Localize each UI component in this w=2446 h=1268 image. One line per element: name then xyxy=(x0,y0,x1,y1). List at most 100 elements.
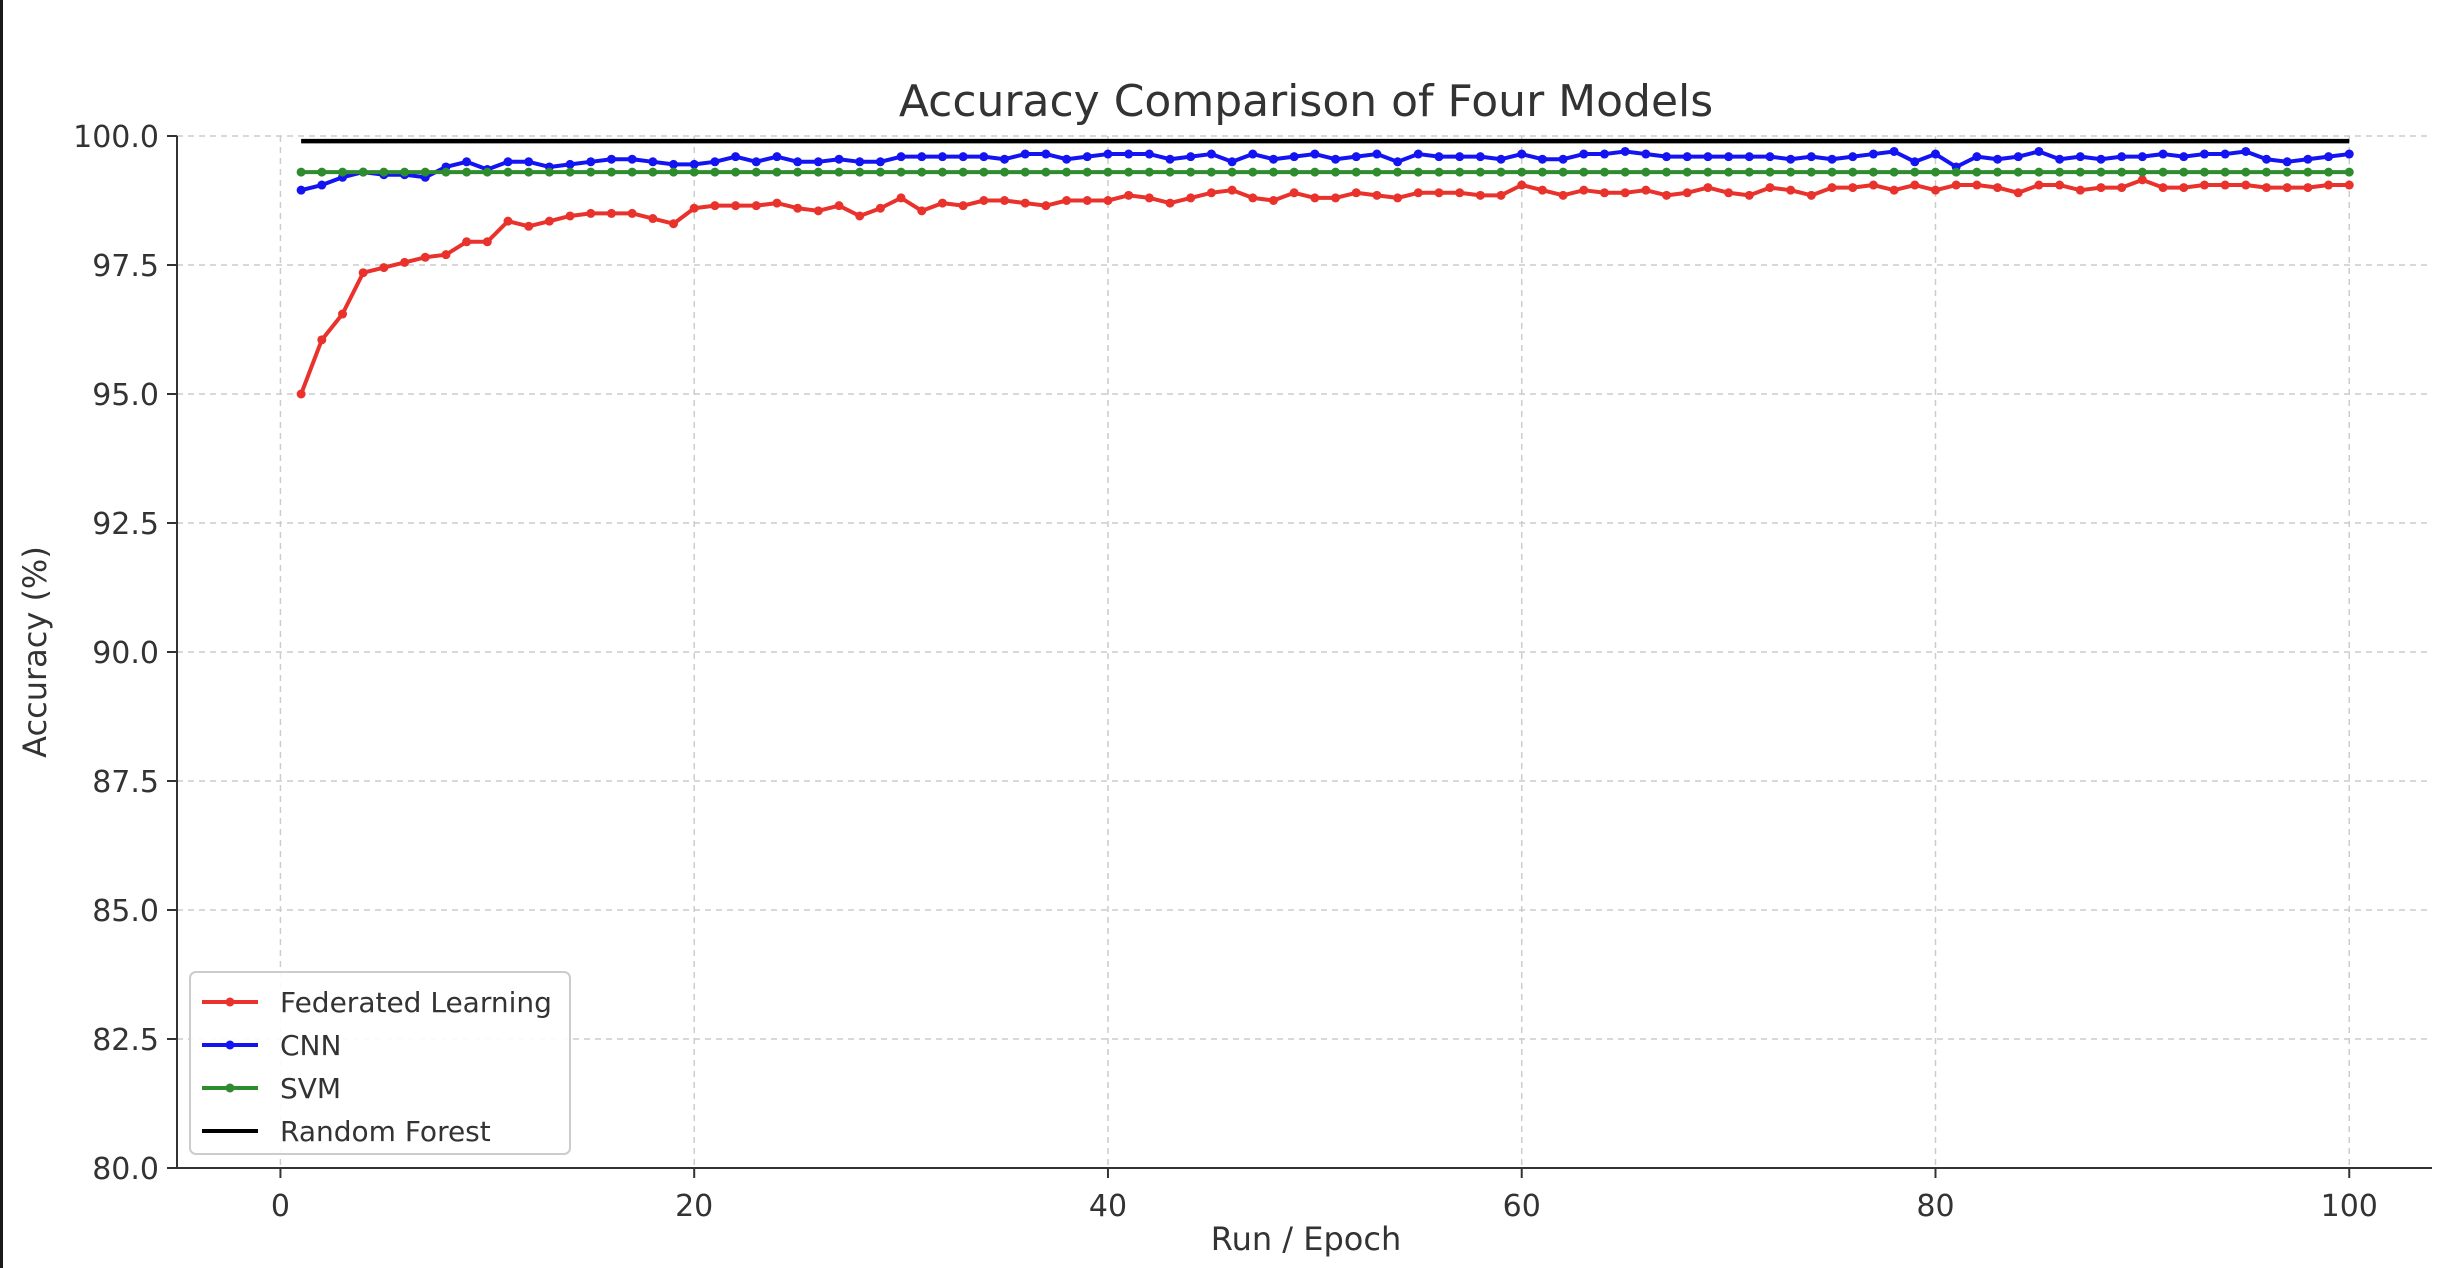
data-point xyxy=(1724,167,1734,177)
data-point xyxy=(1496,154,1506,164)
data-point xyxy=(317,167,327,177)
data-point xyxy=(1744,167,1754,177)
data-point xyxy=(400,257,410,267)
data-point xyxy=(1144,193,1154,203)
data-point xyxy=(2013,152,2023,162)
data-point xyxy=(317,180,327,190)
data-point xyxy=(358,268,368,278)
data-point xyxy=(1951,167,1961,177)
data-point xyxy=(1351,152,1361,162)
data-point xyxy=(2096,167,2106,177)
data-point xyxy=(1806,190,1816,200)
data-point xyxy=(689,167,699,177)
data-point xyxy=(979,196,989,205)
data-point xyxy=(1206,188,1216,198)
data-point xyxy=(2034,180,2044,190)
data-point xyxy=(565,211,575,221)
data-point xyxy=(2137,167,2147,177)
data-point xyxy=(1413,188,1423,198)
data-point xyxy=(1930,185,1940,195)
data-point xyxy=(1310,149,1320,159)
data-point xyxy=(1786,154,1796,164)
data-point xyxy=(1641,149,1651,159)
data-point xyxy=(2013,188,2023,198)
data-point xyxy=(1889,146,1899,156)
data-point xyxy=(420,167,430,177)
data-point xyxy=(2096,154,2106,164)
data-point xyxy=(710,157,720,167)
data-point xyxy=(1103,196,1113,205)
data-point xyxy=(2117,167,2127,177)
data-point xyxy=(1868,167,1878,177)
data-point xyxy=(2117,183,2127,193)
y-tick-label: 90.0 xyxy=(92,636,159,671)
data-point xyxy=(1289,167,1299,177)
data-point xyxy=(2179,167,2189,177)
data-point xyxy=(1206,149,1216,159)
data-point xyxy=(1558,154,1568,164)
window-left-border xyxy=(0,0,3,1268)
data-point xyxy=(358,167,368,177)
data-point xyxy=(669,159,679,169)
data-point xyxy=(1434,188,1444,198)
data-point xyxy=(2344,149,2354,159)
data-point xyxy=(1020,167,1030,177)
data-point xyxy=(441,167,451,177)
data-point xyxy=(793,203,803,213)
data-point xyxy=(1351,167,1361,177)
data-point xyxy=(710,201,720,211)
legend: Federated Learning CNN SVM Random Forest xyxy=(189,971,571,1155)
data-point xyxy=(1682,188,1692,198)
series-line-federated-learning xyxy=(299,177,2350,395)
data-point xyxy=(2241,167,2251,177)
data-point xyxy=(1703,183,1713,193)
data-point xyxy=(1724,152,1734,162)
data-point xyxy=(937,198,947,208)
data-point xyxy=(855,167,865,177)
data-point xyxy=(1351,188,1361,198)
data-point xyxy=(1517,180,1527,190)
data-point xyxy=(379,263,389,273)
data-point xyxy=(1268,196,1278,205)
data-point xyxy=(1744,190,1754,200)
data-point xyxy=(751,201,761,211)
data-point xyxy=(503,216,513,226)
legend-item-cnn: CNN xyxy=(202,1029,341,1062)
data-point xyxy=(1434,167,1444,177)
data-point xyxy=(1579,149,1589,159)
data-point xyxy=(1620,188,1630,198)
data-point xyxy=(731,201,741,211)
data-point xyxy=(1413,167,1423,177)
data-point xyxy=(1186,193,1196,203)
data-point xyxy=(1806,152,1816,162)
data-point xyxy=(1124,149,1134,159)
data-point xyxy=(772,198,782,208)
data-point xyxy=(1393,157,1403,167)
x-axis-label: Run / Epoch xyxy=(1211,1220,1401,1258)
data-point xyxy=(1372,167,1382,177)
data-point xyxy=(1020,198,1030,208)
data-point xyxy=(958,201,968,211)
data-point xyxy=(751,157,761,167)
data-point xyxy=(813,157,823,167)
data-point xyxy=(917,152,927,162)
data-point xyxy=(1972,180,1982,190)
data-point xyxy=(1413,149,1423,159)
data-point xyxy=(1268,167,1278,177)
data-point xyxy=(2282,167,2292,177)
data-point xyxy=(2137,152,2147,162)
data-point xyxy=(503,167,513,177)
y-tick-label: 97.5 xyxy=(92,249,159,284)
data-point xyxy=(2324,152,2334,162)
x-tick-label: 20 xyxy=(675,1189,713,1224)
data-point xyxy=(2199,167,2209,177)
data-point xyxy=(855,157,865,167)
data-point xyxy=(1993,167,2003,177)
data-point xyxy=(2261,154,2271,164)
data-point xyxy=(1744,152,1754,162)
data-point xyxy=(2199,180,2209,190)
data-point xyxy=(1517,167,1527,177)
data-point xyxy=(1165,154,1175,164)
data-point xyxy=(2117,152,2127,162)
data-point xyxy=(379,167,389,177)
